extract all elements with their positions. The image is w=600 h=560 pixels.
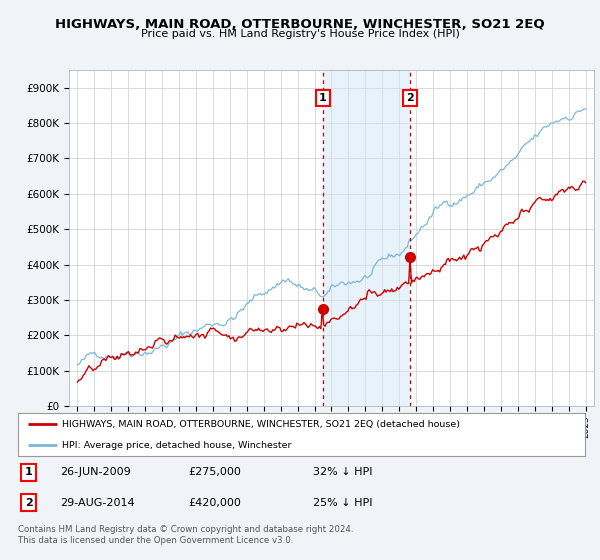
Text: 2: 2 [407,94,414,103]
Text: £275,000: £275,000 [188,467,241,477]
Text: 26-JUN-2009: 26-JUN-2009 [61,467,131,477]
Text: Price paid vs. HM Land Registry's House Price Index (HPI): Price paid vs. HM Land Registry's House … [140,29,460,39]
Text: 2: 2 [25,498,32,508]
Text: HIGHWAYS, MAIN ROAD, OTTERBOURNE, WINCHESTER, SO21 2EQ: HIGHWAYS, MAIN ROAD, OTTERBOURNE, WINCHE… [55,18,545,31]
Text: HPI: Average price, detached house, Winchester: HPI: Average price, detached house, Winc… [62,441,292,450]
Text: 29-AUG-2014: 29-AUG-2014 [61,498,135,508]
Bar [323,70,410,406]
Text: Contains HM Land Registry data © Crown copyright and database right 2024.
This d: Contains HM Land Registry data © Crown c… [18,525,353,545]
Text: 1: 1 [25,467,32,477]
Text: 1: 1 [319,94,326,103]
Text: 25% ↓ HPI: 25% ↓ HPI [313,498,373,508]
Text: £420,000: £420,000 [188,498,241,508]
Text: HIGHWAYS, MAIN ROAD, OTTERBOURNE, WINCHESTER, SO21 2EQ (detached house): HIGHWAYS, MAIN ROAD, OTTERBOURNE, WINCHE… [62,419,460,428]
Text: 32% ↓ HPI: 32% ↓ HPI [313,467,373,477]
